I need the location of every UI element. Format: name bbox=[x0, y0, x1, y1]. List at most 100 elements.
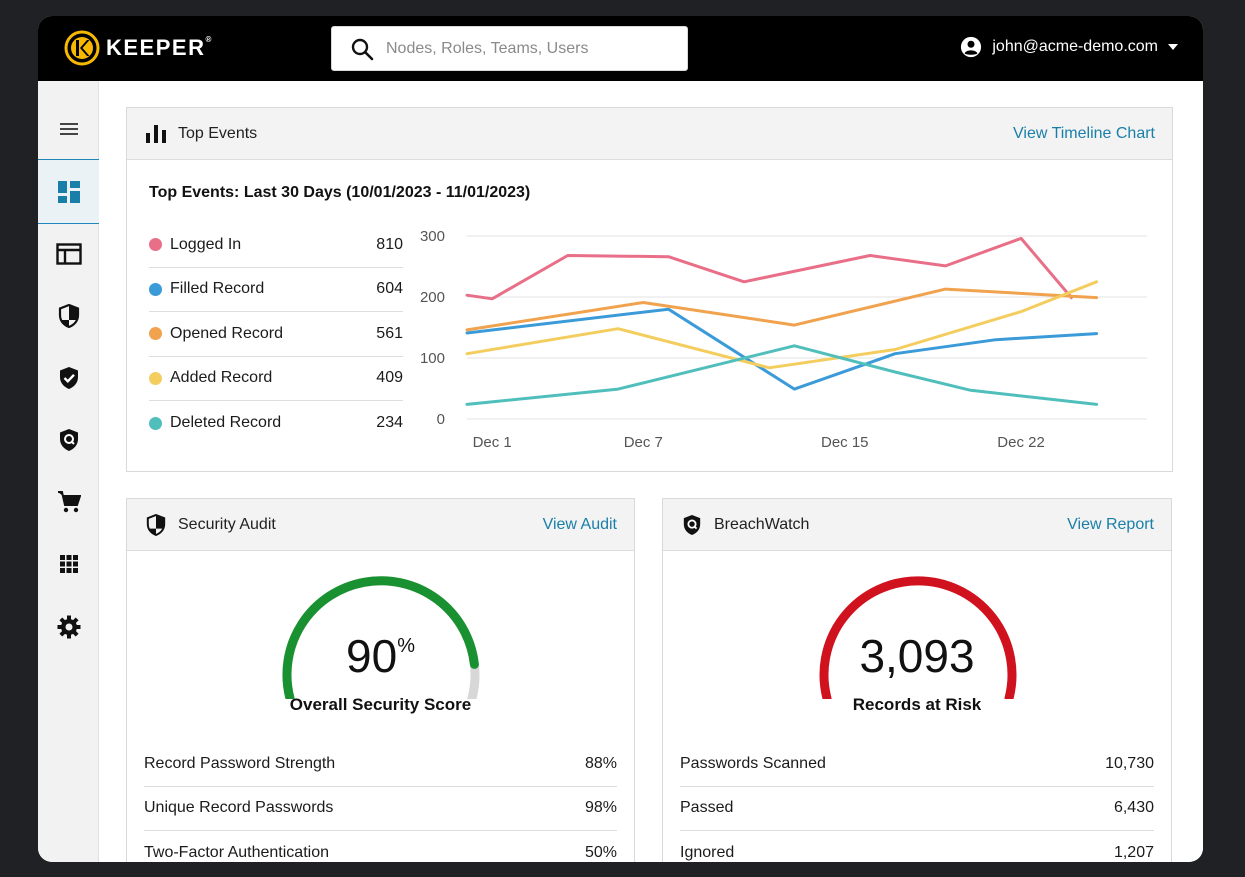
search-input[interactable] bbox=[386, 39, 676, 58]
breachwatch-header: BreachWatch View Report bbox=[663, 499, 1171, 551]
series-line-added-record bbox=[465, 280, 1099, 370]
x-tick-label: Dec 22 bbox=[997, 434, 1045, 451]
account-circle-icon bbox=[961, 36, 982, 58]
stat-row: Unique Record Passwords 98% bbox=[144, 787, 617, 831]
events-line-chart: 0 100 200 300 Dec 1 Dec 7 Dec 15 Dec 22 bbox=[420, 228, 1147, 451]
shield-check-icon bbox=[59, 367, 78, 389]
breachwatch-card: BreachWatch View Report 3,093 Records at… bbox=[662, 498, 1172, 862]
browser-window-icon bbox=[55, 243, 82, 265]
top-events-header: Top Events View Timeline Chart bbox=[127, 108, 1172, 160]
shield-half-icon bbox=[58, 304, 79, 328]
stat-row: Record Password Strength 88% bbox=[144, 742, 617, 787]
series-line-logged-in bbox=[465, 236, 1073, 301]
stat-row: Ignored 1,207 bbox=[680, 831, 1154, 862]
breachwatch-stats: Passwords Scanned 10,730 Passed 6,430 Ig… bbox=[680, 742, 1154, 862]
security-audit-header: Security Audit View Audit bbox=[127, 499, 634, 551]
sidebar-item-admin[interactable] bbox=[38, 227, 99, 281]
breachwatch-icon bbox=[683, 514, 701, 535]
main-content: Top Events View Timeline Chart Top Event… bbox=[99, 81, 1203, 862]
user-email: john@acme-demo.com bbox=[992, 38, 1158, 55]
x-tick-label: Dec 7 bbox=[624, 434, 663, 451]
stat-row: Passwords Scanned 10,730 bbox=[680, 742, 1154, 787]
security-audit-card: Security Audit View Audit 90% Overall Se… bbox=[126, 498, 635, 862]
stat-value: 10,730 bbox=[1105, 754, 1154, 772]
bar-chart-icon bbox=[146, 124, 166, 143]
legend-label: Added Record bbox=[170, 369, 273, 387]
sidebar-item-dashboard[interactable] bbox=[38, 159, 99, 224]
legend-value: 561 bbox=[376, 324, 403, 342]
stat-label: Ignored bbox=[680, 843, 735, 861]
stat-label: Unique Record Passwords bbox=[144, 799, 334, 817]
security-score-value: 90% bbox=[346, 630, 415, 682]
breachwatch-icon bbox=[59, 429, 78, 451]
sidebar-item-store[interactable] bbox=[38, 475, 99, 529]
security-score-label: Overall Security Score bbox=[289, 695, 472, 714]
search-box[interactable] bbox=[331, 26, 688, 71]
legend-row: Deleted Record 234 bbox=[149, 401, 403, 446]
x-tick-label: Dec 1 bbox=[473, 434, 512, 451]
security-score-gauge bbox=[282, 576, 480, 699]
search-icon bbox=[351, 38, 374, 60]
top-bar: KEEPER® john@acme-demo.com bbox=[38, 16, 1203, 81]
stat-value: 98% bbox=[584, 799, 617, 817]
legend-label: Deleted Record bbox=[170, 414, 282, 432]
legend-value: 604 bbox=[376, 280, 403, 298]
legend-row: Added Record 409 bbox=[149, 357, 403, 401]
series-line-deleted-record bbox=[465, 344, 1099, 406]
shield-half-icon bbox=[146, 513, 166, 536]
sidebar-item-integrations[interactable] bbox=[38, 537, 99, 591]
legend-dot bbox=[149, 416, 162, 430]
legend-label: Opened Record bbox=[170, 324, 283, 342]
stat-value: 1,207 bbox=[1113, 843, 1154, 861]
gauge-fill bbox=[282, 576, 479, 699]
gauge-fill bbox=[819, 576, 1017, 699]
legend-dot bbox=[149, 282, 162, 296]
legend-value: 234 bbox=[376, 414, 403, 432]
legend-row: Filled Record 604 bbox=[149, 268, 403, 312]
y-tick-label: 100 bbox=[420, 350, 445, 367]
stat-label: Passwords Scanned bbox=[680, 754, 826, 772]
user-menu[interactable]: john@acme-demo.com bbox=[960, 36, 1179, 58]
stat-value: 6,430 bbox=[1113, 799, 1154, 817]
legend-label: Logged In bbox=[170, 235, 242, 253]
legend-dot bbox=[149, 238, 162, 252]
view-timeline-chart-link[interactable]: View Timeline Chart bbox=[1013, 124, 1155, 142]
sidebar-item-compliance[interactable] bbox=[38, 351, 99, 405]
legend-label: Filled Record bbox=[170, 280, 265, 298]
keeper-logo-text: KEEPER® bbox=[106, 35, 213, 60]
sidebar-item-settings[interactable] bbox=[38, 600, 99, 654]
records-at-risk-gauge bbox=[819, 576, 1017, 699]
x-tick-label: Dec 15 bbox=[821, 434, 869, 451]
top-events-subtitle: Top Events: Last 30 Days (10/01/2023 - 1… bbox=[149, 184, 531, 201]
gear-icon bbox=[57, 615, 80, 639]
app-window: KEEPER® john@acme-demo.com bbox=[38, 16, 1203, 862]
stat-label: Two-Factor Authentication bbox=[144, 843, 329, 861]
sidebar-menu-toggle[interactable] bbox=[38, 102, 99, 156]
caret-down-icon bbox=[1168, 44, 1178, 50]
records-at-risk-value: 3,093 bbox=[859, 630, 975, 682]
series-line-filled-record bbox=[465, 307, 1099, 391]
sidebar-item-breachwatch[interactable] bbox=[38, 413, 99, 467]
legend-dot bbox=[149, 371, 162, 385]
legend-row: Opened Record 561 bbox=[149, 312, 403, 357]
keeper-logo[interactable]: KEEPER® bbox=[64, 30, 213, 66]
apps-grid-icon bbox=[59, 555, 78, 573]
breachwatch-title: BreachWatch bbox=[714, 515, 810, 533]
stat-label: Passed bbox=[680, 799, 734, 817]
legend-value: 409 bbox=[376, 369, 403, 387]
stat-value: 50% bbox=[584, 843, 617, 861]
legend-row: Logged In 810 bbox=[149, 223, 403, 268]
stat-value: 88% bbox=[584, 754, 617, 772]
legend-value: 810 bbox=[376, 235, 403, 253]
cart-icon bbox=[57, 491, 81, 513]
keeper-logo-icon bbox=[64, 30, 100, 66]
top-events-title: Top Events bbox=[178, 124, 258, 142]
sidebar-item-security-audit[interactable] bbox=[38, 289, 99, 343]
y-tick-label: 300 bbox=[420, 228, 445, 245]
series-line-opened-record bbox=[465, 287, 1099, 332]
top-events-card: Top Events View Timeline Chart Top Event… bbox=[126, 107, 1173, 472]
view-audit-link[interactable]: View Audit bbox=[542, 515, 617, 533]
security-audit-title: Security Audit bbox=[178, 515, 276, 533]
view-report-link[interactable]: View Report bbox=[1067, 515, 1154, 533]
stat-label: Record Password Strength bbox=[144, 754, 336, 772]
